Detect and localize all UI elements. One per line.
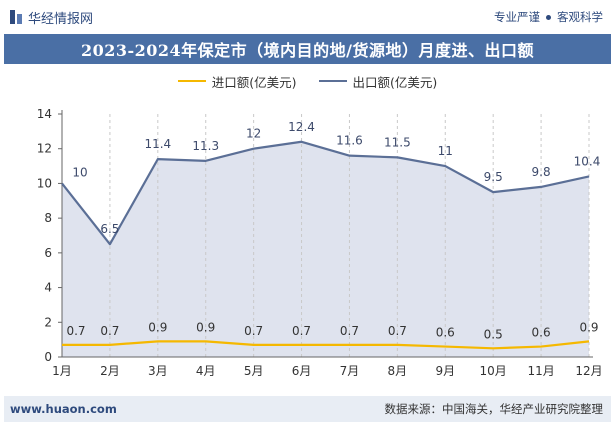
- tagline-right: 客观科学: [557, 10, 603, 24]
- x-tick-label: 5月: [244, 364, 264, 378]
- brand-name: 华经情报网: [28, 11, 94, 27]
- legend-item-export: 出口额(亿美元): [318, 72, 438, 91]
- y-tick-label: 10: [37, 176, 52, 190]
- import-data-label: 0.5: [484, 327, 503, 341]
- y-tick-label: 0: [44, 350, 52, 364]
- export-area-fill: [62, 141, 589, 357]
- export-data-label: 11.6: [336, 134, 363, 148]
- x-tick-label: 4月: [196, 364, 216, 378]
- export-data-label: 9.8: [532, 165, 551, 179]
- export-data-label: 11: [438, 144, 453, 158]
- footer: www.huaon.com 数据来源：中国海关，华经产业研究院整理: [4, 396, 611, 422]
- brand: 华经情报网: [10, 8, 93, 27]
- import-data-label: 0.9: [196, 320, 215, 334]
- line-area-chart: 0 2 4 6 8 10 12 14 1月 2月 3月 4月 5月 6月 7月 8月 9月 10月 11月 12月 10…: [37, 107, 603, 378]
- y-tick-label: 6: [44, 246, 52, 260]
- x-tick-label: 3月: [148, 364, 168, 378]
- import-data-label: 0.7: [340, 324, 359, 338]
- export-data-label: 6.5: [100, 222, 119, 236]
- import-data-label: 0.9: [579, 320, 598, 334]
- legend-label-import: 进口额(亿美元): [211, 74, 297, 90]
- legend-label-export: 出口额(亿美元): [352, 74, 438, 90]
- y-tick-label: 2: [44, 315, 52, 329]
- x-tick-label: 6月: [292, 364, 312, 378]
- legend-swatch-import: [177, 80, 206, 82]
- tagline: 专业严谨 客观科学: [494, 9, 603, 25]
- footer-source: 数据来源：中国海关，华经产业研究院整理: [384, 402, 604, 416]
- import-data-label: 0.7: [66, 324, 85, 338]
- export-data-label: 10: [72, 165, 87, 179]
- chart-title-band: 2023-2024年保定市（境内目的地/货源地）月度进、出口额: [4, 34, 611, 64]
- footer-website: www.huaon.com: [10, 402, 117, 416]
- export-data-label: 12.4: [288, 120, 315, 134]
- import-data-label: 0.9: [148, 320, 167, 334]
- logo-icon: [10, 10, 22, 24]
- bullet-dot-icon: [546, 14, 551, 20]
- y-tick-label: 14: [37, 107, 52, 121]
- y-tick-label: 8: [44, 211, 52, 225]
- import-data-label: 0.7: [388, 324, 407, 338]
- import-data-label: 0.7: [292, 324, 311, 338]
- export-data-label: 11.4: [144, 137, 171, 151]
- import-data-label: 0.6: [436, 326, 455, 340]
- x-tick-label: 2月: [100, 364, 120, 378]
- export-data-label: 10.4: [574, 154, 601, 168]
- x-tick-label: 11月: [527, 364, 554, 378]
- export-series-line: [61, 140, 590, 246]
- y-tick-label: 4: [44, 281, 52, 295]
- export-data-label: 9.5: [484, 170, 503, 184]
- chart-title: 2023-2024年保定市（境内目的地/货源地）月度进、出口额: [80, 41, 535, 60]
- x-tick-label: 7月: [340, 364, 360, 378]
- top-bar: 华经情报网 专业严谨 客观科学: [0, 0, 615, 34]
- legend-item-import: 进口额(亿美元): [177, 72, 297, 91]
- import-data-label: 0.7: [100, 324, 119, 338]
- import-series-line: [62, 340, 590, 350]
- legend-swatch-export: [318, 80, 347, 82]
- export-data-label: 12: [246, 127, 261, 141]
- y-tick-label: 12: [37, 142, 52, 156]
- chart-legend: 进口额(亿美元) 出口额(亿美元): [0, 71, 615, 91]
- x-tick-label: 9月: [435, 364, 455, 378]
- import-data-label: 0.6: [532, 326, 551, 340]
- x-tick-label: 1月: [52, 364, 72, 378]
- x-tick-label: 12月: [575, 364, 602, 378]
- x-tick-label: 10月: [480, 364, 507, 378]
- import-data-label: 0.7: [244, 324, 263, 338]
- tagline-left: 专业严谨: [494, 10, 540, 24]
- x-tick-label: 8月: [388, 364, 408, 378]
- export-data-label: 11.5: [384, 135, 411, 149]
- export-data-label: 11.3: [192, 139, 219, 153]
